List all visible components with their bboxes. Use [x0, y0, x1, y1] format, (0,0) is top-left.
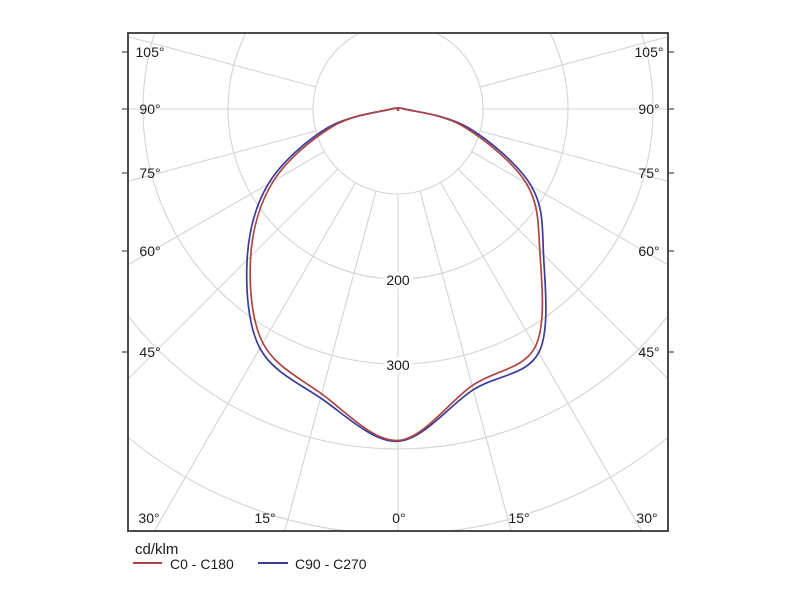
polar-grid-spoke-60 — [471, 151, 668, 266]
angle-label-right-90°: 90° — [638, 101, 659, 117]
legend-label-c0-c180: C0 - C180 — [170, 556, 234, 572]
polar-grid-spoke-30 — [440, 182, 643, 531]
polar-grid-spoke--30 — [153, 182, 356, 531]
angle-label-left-75°: 75° — [139, 165, 160, 181]
legend-label-c90-c270: C90 - C270 — [295, 556, 367, 572]
polar-grid-spoke--15 — [284, 190, 377, 531]
angle-label-bottom-2: 0° — [392, 510, 405, 526]
angle-label-right-75°: 75° — [638, 165, 659, 181]
angle-label-bottom-3: 15° — [508, 510, 529, 526]
angle-label-left-45°: 45° — [139, 344, 160, 360]
curves-layer — [245, 107, 547, 443]
radial-value-label-200: 200 — [386, 272, 410, 288]
polar-grid-spoke-45 — [457, 168, 668, 380]
angle-label-left-60°: 60° — [139, 243, 160, 259]
radial-value-label-300: 300 — [386, 357, 410, 373]
polar-grid-spoke--75 — [128, 130, 317, 182]
polar-grid-spoke--105 — [128, 36, 317, 88]
polar-grid-spoke-75 — [479, 130, 668, 182]
polar-grid-spoke-105 — [479, 36, 668, 88]
polar-grid-spoke--60 — [128, 151, 325, 266]
curve-c0-c180 — [249, 107, 544, 442]
polar-grid-spoke-15 — [419, 190, 512, 531]
angle-label-left-90°: 90° — [139, 101, 160, 117]
plot-border — [127, 32, 669, 532]
polar-grid-spoke--45 — [128, 168, 339, 380]
angle-label-right-105°: 105° — [635, 44, 664, 60]
angle-label-right-60°: 60° — [638, 243, 659, 259]
angle-label-bottom-4: 30° — [636, 510, 657, 526]
angle-label-right-45°: 45° — [638, 344, 659, 360]
legend-swatch-c0-c180 — [133, 562, 162, 564]
angle-label-bottom-1: 15° — [254, 510, 275, 526]
legend-swatch-c90-c270 — [258, 562, 288, 564]
angle-label-bottom-0: 30° — [138, 510, 159, 526]
angle-label-left-105°: 105° — [136, 44, 165, 60]
legend-unit-label: cd/klm — [135, 541, 179, 558]
